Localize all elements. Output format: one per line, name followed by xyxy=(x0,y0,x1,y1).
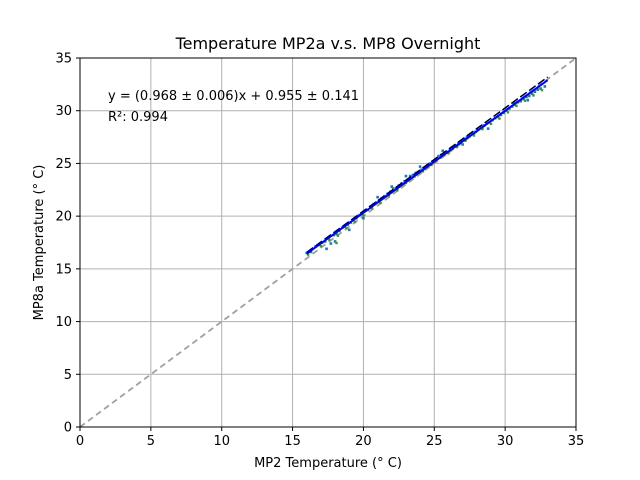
x-tick-label: 25 xyxy=(426,434,443,449)
data-point xyxy=(421,170,425,173)
data-point xyxy=(347,228,351,232)
y-tick-label: 15 xyxy=(55,262,72,277)
data-point xyxy=(489,122,493,126)
data-point xyxy=(411,173,415,177)
data-point xyxy=(336,234,340,237)
data-point xyxy=(527,94,531,98)
data-point xyxy=(362,214,365,217)
fit-lines xyxy=(306,76,549,255)
x-tick-label: 10 xyxy=(213,434,230,449)
y-tick-label: 35 xyxy=(55,52,72,67)
data-point xyxy=(319,244,323,248)
y-tick-label: 5 xyxy=(64,368,72,383)
data-point xyxy=(533,90,537,94)
data-point xyxy=(403,180,406,183)
data-point xyxy=(522,97,525,101)
data-point xyxy=(335,241,338,245)
data-point xyxy=(506,111,510,114)
x-tick-label: 35 xyxy=(568,434,585,449)
data-point xyxy=(396,189,399,192)
x-tick-label: 15 xyxy=(284,434,301,449)
y-tick-label: 30 xyxy=(55,104,72,119)
data-point xyxy=(362,216,365,220)
data-point xyxy=(391,187,395,190)
x-axis-label: MP2 Temperature (° C) xyxy=(254,456,402,471)
data-point xyxy=(428,162,432,165)
data-point xyxy=(383,194,386,198)
data-point xyxy=(472,134,476,137)
data-point xyxy=(486,127,490,130)
data-point xyxy=(512,102,515,105)
data-point xyxy=(481,127,484,131)
data-point xyxy=(526,98,530,102)
data-point xyxy=(335,232,338,236)
data-point xyxy=(543,85,547,88)
y-tick-label: 25 xyxy=(55,157,72,172)
data-point xyxy=(539,87,542,90)
data-point xyxy=(408,174,412,178)
data-point xyxy=(515,104,518,108)
data-point xyxy=(441,149,445,153)
chart-title: Temperature MP2a v.s. MP8 Overnight xyxy=(175,34,481,53)
data-point xyxy=(333,240,337,243)
data-point xyxy=(455,145,459,149)
r-squared: R²: 0.994 xyxy=(108,110,168,125)
data-point xyxy=(309,250,313,254)
data-point xyxy=(370,207,374,210)
data-point xyxy=(513,103,517,107)
plot-frame xyxy=(79,57,577,428)
y-tick-label: 0 xyxy=(64,421,72,436)
data-point xyxy=(329,242,333,245)
data-point xyxy=(540,88,544,92)
data-point xyxy=(532,94,535,97)
data-point xyxy=(523,99,527,102)
data-point xyxy=(464,139,467,142)
fit-line xyxy=(306,79,549,255)
data-point xyxy=(519,99,523,103)
data-point xyxy=(328,238,331,242)
data-point xyxy=(376,195,379,199)
y-tick-label: 10 xyxy=(55,315,72,330)
y-tick-label: 20 xyxy=(55,210,72,225)
fit-equation: y = (0.968 ± 0.006)x + 0.955 ± 0.141 xyxy=(108,89,359,104)
data-point xyxy=(390,185,394,188)
data-point xyxy=(345,227,348,230)
identity-segment xyxy=(306,76,549,253)
data-point xyxy=(447,152,450,155)
axis-ticks: 0 5 10 15 20 25 30 35 0 5 10 15 20 25 30 35 xyxy=(55,52,584,450)
data-point xyxy=(461,143,464,146)
data-point xyxy=(325,247,328,251)
x-tick-label: 5 xyxy=(147,434,155,449)
x-tick-label: 30 xyxy=(497,434,514,449)
data-point xyxy=(353,220,357,224)
data-point xyxy=(465,135,469,139)
x-tick-label: 0 xyxy=(76,434,84,449)
grid xyxy=(79,57,577,428)
data-point xyxy=(418,165,422,168)
x-tick-label: 20 xyxy=(355,434,372,449)
y-axis-label: MP8a Temperature (° C) xyxy=(32,165,47,321)
data-point xyxy=(379,201,382,205)
data-point xyxy=(306,253,310,256)
data-point xyxy=(530,92,534,96)
data-point xyxy=(404,174,408,178)
data-point xyxy=(498,117,501,120)
data-point xyxy=(536,88,540,91)
data-point xyxy=(525,95,528,99)
data-point xyxy=(437,154,440,158)
